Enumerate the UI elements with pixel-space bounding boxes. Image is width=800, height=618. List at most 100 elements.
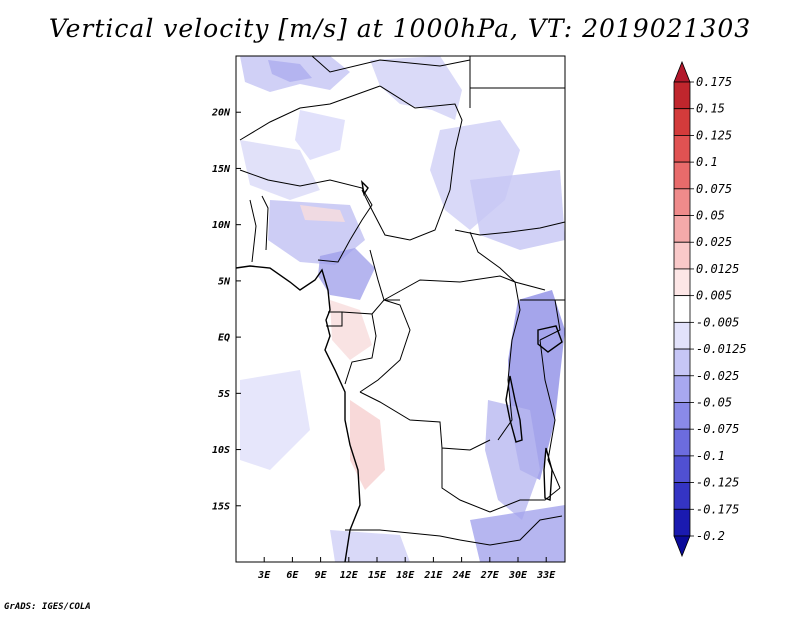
lon-label: 24E xyxy=(452,570,472,581)
border-car-south xyxy=(383,275,516,301)
border-libya-chad xyxy=(311,55,471,73)
lon-label: 15E xyxy=(368,570,387,581)
field-blue-mid xyxy=(295,110,345,160)
map-frame xyxy=(235,55,566,563)
border-congo xyxy=(359,299,411,393)
lat-label: EQ xyxy=(218,333,230,344)
colorbar-swatch xyxy=(673,535,691,558)
field-blue-south xyxy=(470,505,565,562)
lon-label: 21E xyxy=(423,570,443,581)
border-sudan-south xyxy=(454,221,566,236)
colorbar-swatch xyxy=(673,295,691,323)
field-blue-nile xyxy=(370,56,462,120)
lon-label: 9E xyxy=(315,570,328,581)
colorbar-swatch xyxy=(673,60,691,83)
field-blue-rift2 xyxy=(485,400,540,520)
colorbar-label: 0.0125 xyxy=(696,262,739,276)
lon-label: 27E xyxy=(480,570,500,581)
lon-label: 33E xyxy=(536,570,556,581)
lat-label: 10N xyxy=(212,220,231,231)
colorbar-swatch xyxy=(673,215,691,243)
border-drc-east xyxy=(497,281,521,441)
border-gabon xyxy=(341,311,377,385)
colorbar-label: 0.05 xyxy=(696,209,725,223)
lake-tanganyika xyxy=(505,375,523,443)
latitude-axis: 20N 15N 10N 5N EQ 5S 10S 15S xyxy=(211,108,241,512)
colorbar-label: -0.175 xyxy=(696,502,739,516)
colorbar-label: -0.05 xyxy=(696,395,732,409)
colorbar-label: 0.1 xyxy=(696,155,718,169)
field-blue-east xyxy=(470,170,565,250)
chart-title: Vertical velocity [m/s] at 1000hPa, VT: … xyxy=(48,14,752,43)
border-togo xyxy=(249,199,257,263)
border-cameroon-car xyxy=(369,249,400,301)
colorbar-label: 0.025 xyxy=(696,235,732,249)
colorbar-label: 0.125 xyxy=(696,128,732,142)
border-chad-south xyxy=(361,189,451,241)
velocity-field xyxy=(240,56,565,562)
field-blue-west-south xyxy=(240,370,310,470)
field-blue-southwest xyxy=(330,530,410,562)
colorbar-label: -0.005 xyxy=(696,315,739,329)
border-drc-angola xyxy=(359,391,491,451)
colorbar-label: -0.0125 xyxy=(696,342,747,356)
lake-chad xyxy=(360,179,369,196)
border-nigeria xyxy=(239,169,373,263)
colorbar-swatch xyxy=(673,482,691,510)
colorbar-label: -0.025 xyxy=(696,369,739,383)
colorbar-swatch xyxy=(673,375,691,403)
colorbar: 0.175 0.15 0.125 0.1 0.075 0.05 0.025 0.0125 0.0… xyxy=(673,60,747,558)
colorbar-swatch xyxy=(673,81,691,110)
coastline xyxy=(235,179,563,563)
colorbar-swatch xyxy=(673,508,691,537)
colorbar-label: -0.125 xyxy=(696,476,739,490)
colorbar-swatch xyxy=(673,188,691,216)
field-blue-sahel xyxy=(240,140,320,200)
field-red-gabon xyxy=(330,300,372,360)
colorbar-swatch xyxy=(673,321,691,350)
lat-label: 5S xyxy=(218,389,230,400)
colorbar-swatch xyxy=(673,161,691,190)
colorbar-label: 0.075 xyxy=(696,182,732,196)
border-angola-namibia xyxy=(345,529,461,541)
border-niger xyxy=(239,85,381,141)
lon-label: 3E xyxy=(257,570,271,581)
field-red-angola xyxy=(350,400,385,490)
border-south-sudan xyxy=(469,231,546,291)
field-red-north xyxy=(300,205,345,222)
field-blue-north2 xyxy=(268,60,312,82)
colorbar-swatch xyxy=(673,348,691,377)
lake-malawi xyxy=(543,447,553,502)
colorbar-label: -0.1 xyxy=(696,449,725,463)
lon-label: 30E xyxy=(508,570,528,581)
colorbar-swatch xyxy=(673,108,691,136)
border-benin xyxy=(261,195,269,251)
grads-credit: GrADS: IGES/COLA xyxy=(4,602,91,612)
field-blue-cameroon xyxy=(318,248,375,300)
lat-label: 15N xyxy=(212,164,231,175)
lon-label: 18E xyxy=(396,570,415,581)
colorbar-label: -0.2 xyxy=(696,529,725,543)
colorbar-swatch xyxy=(673,428,691,457)
colorbar-label: 0.005 xyxy=(696,289,732,303)
colorbar-swatch xyxy=(673,268,691,297)
coast-west-africa xyxy=(235,265,361,563)
colorbar-swatch xyxy=(673,402,691,430)
border-namibia xyxy=(459,515,563,546)
lon-label: 6E xyxy=(286,570,299,581)
border-angola-zambia xyxy=(441,448,491,513)
lake-victoria xyxy=(537,325,563,353)
colorbar-swatch xyxy=(673,241,691,270)
longitude-axis: 3E 6E 9E 12E 15E 18E 21E 24E 27E 30E 33E xyxy=(257,557,556,581)
colorbar-label: 0.175 xyxy=(696,75,732,89)
lat-label: 15S xyxy=(212,501,230,512)
colorbar-label: -0.075 xyxy=(696,422,739,436)
country-borders xyxy=(239,55,566,546)
lat-label: 10S xyxy=(212,445,230,456)
lat-label: 20N xyxy=(211,108,231,119)
border-chad-sudan xyxy=(379,85,463,191)
colorbar-label: 0.15 xyxy=(696,102,725,116)
border-eq-guinea xyxy=(326,311,343,327)
lat-label: 5N xyxy=(218,276,231,287)
